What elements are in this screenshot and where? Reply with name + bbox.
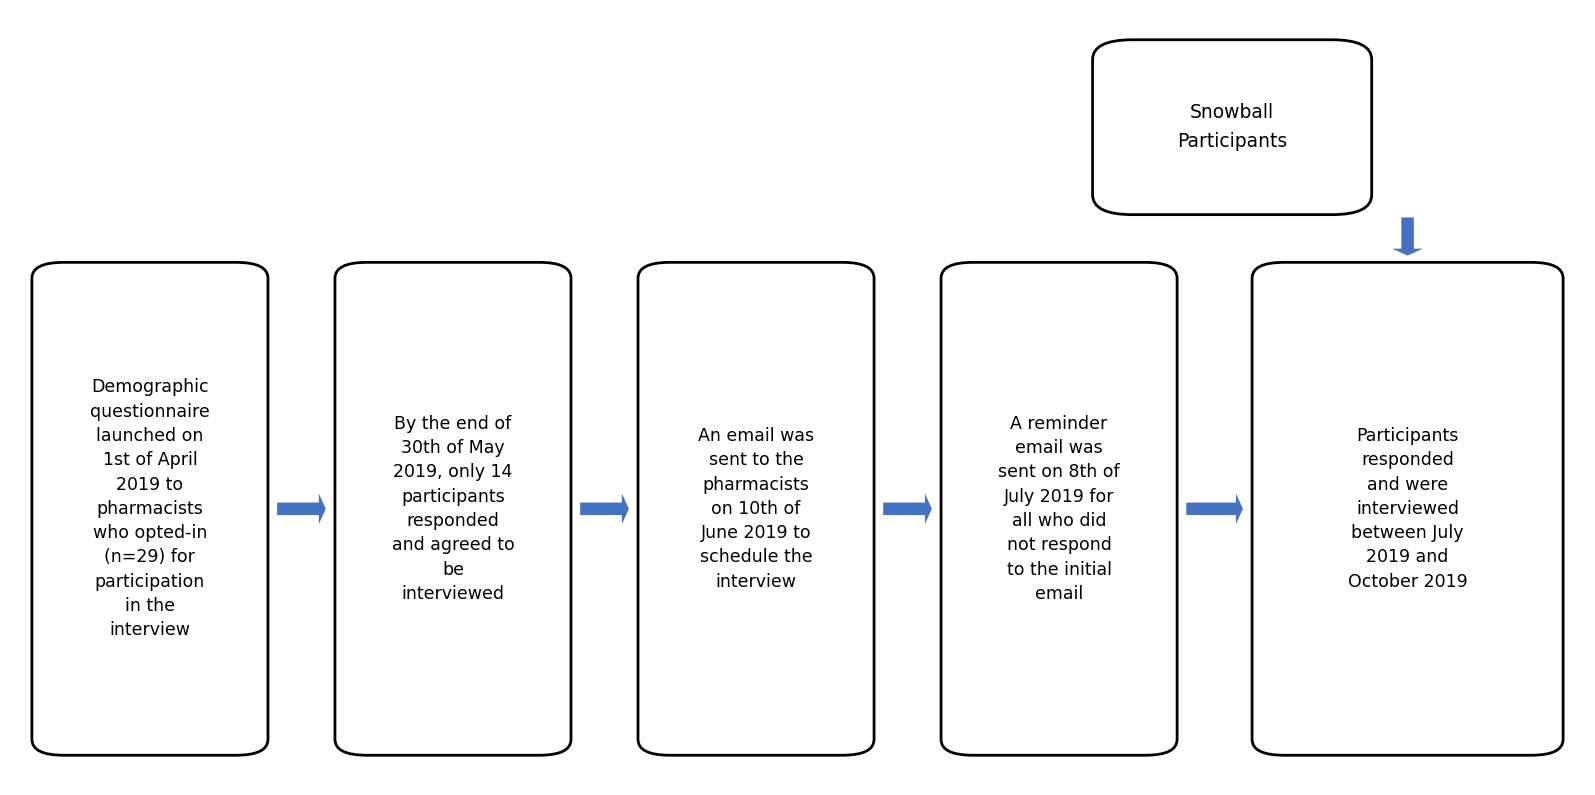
FancyBboxPatch shape [1093, 40, 1372, 215]
FancyBboxPatch shape [941, 262, 1177, 755]
Text: A reminder
email was
sent on 8th of
July 2019 for
all who did
not respond
to the: A reminder email was sent on 8th of July… [998, 415, 1120, 603]
Text: Demographic
questionnaire
launched on
1st of April
2019 to
pharmacists
who opted: Demographic questionnaire launched on 1s… [89, 378, 211, 639]
Text: Participants
responded
and were
interviewed
between July
2019 and
October 2019: Participants responded and were intervie… [1348, 427, 1467, 591]
FancyBboxPatch shape [1252, 262, 1563, 755]
Text: An email was
sent to the
pharmacists
on 10th of
June 2019 to
schedule the
interv: An email was sent to the pharmacists on … [699, 427, 813, 591]
Text: By the end of
30th of May
2019, only 14
participants
responded
and agreed to
be
: By the end of 30th of May 2019, only 14 … [392, 415, 514, 603]
FancyBboxPatch shape [335, 262, 571, 755]
FancyBboxPatch shape [638, 262, 874, 755]
Text: Snowball
Participants: Snowball Participants [1177, 103, 1287, 152]
FancyBboxPatch shape [32, 262, 268, 755]
